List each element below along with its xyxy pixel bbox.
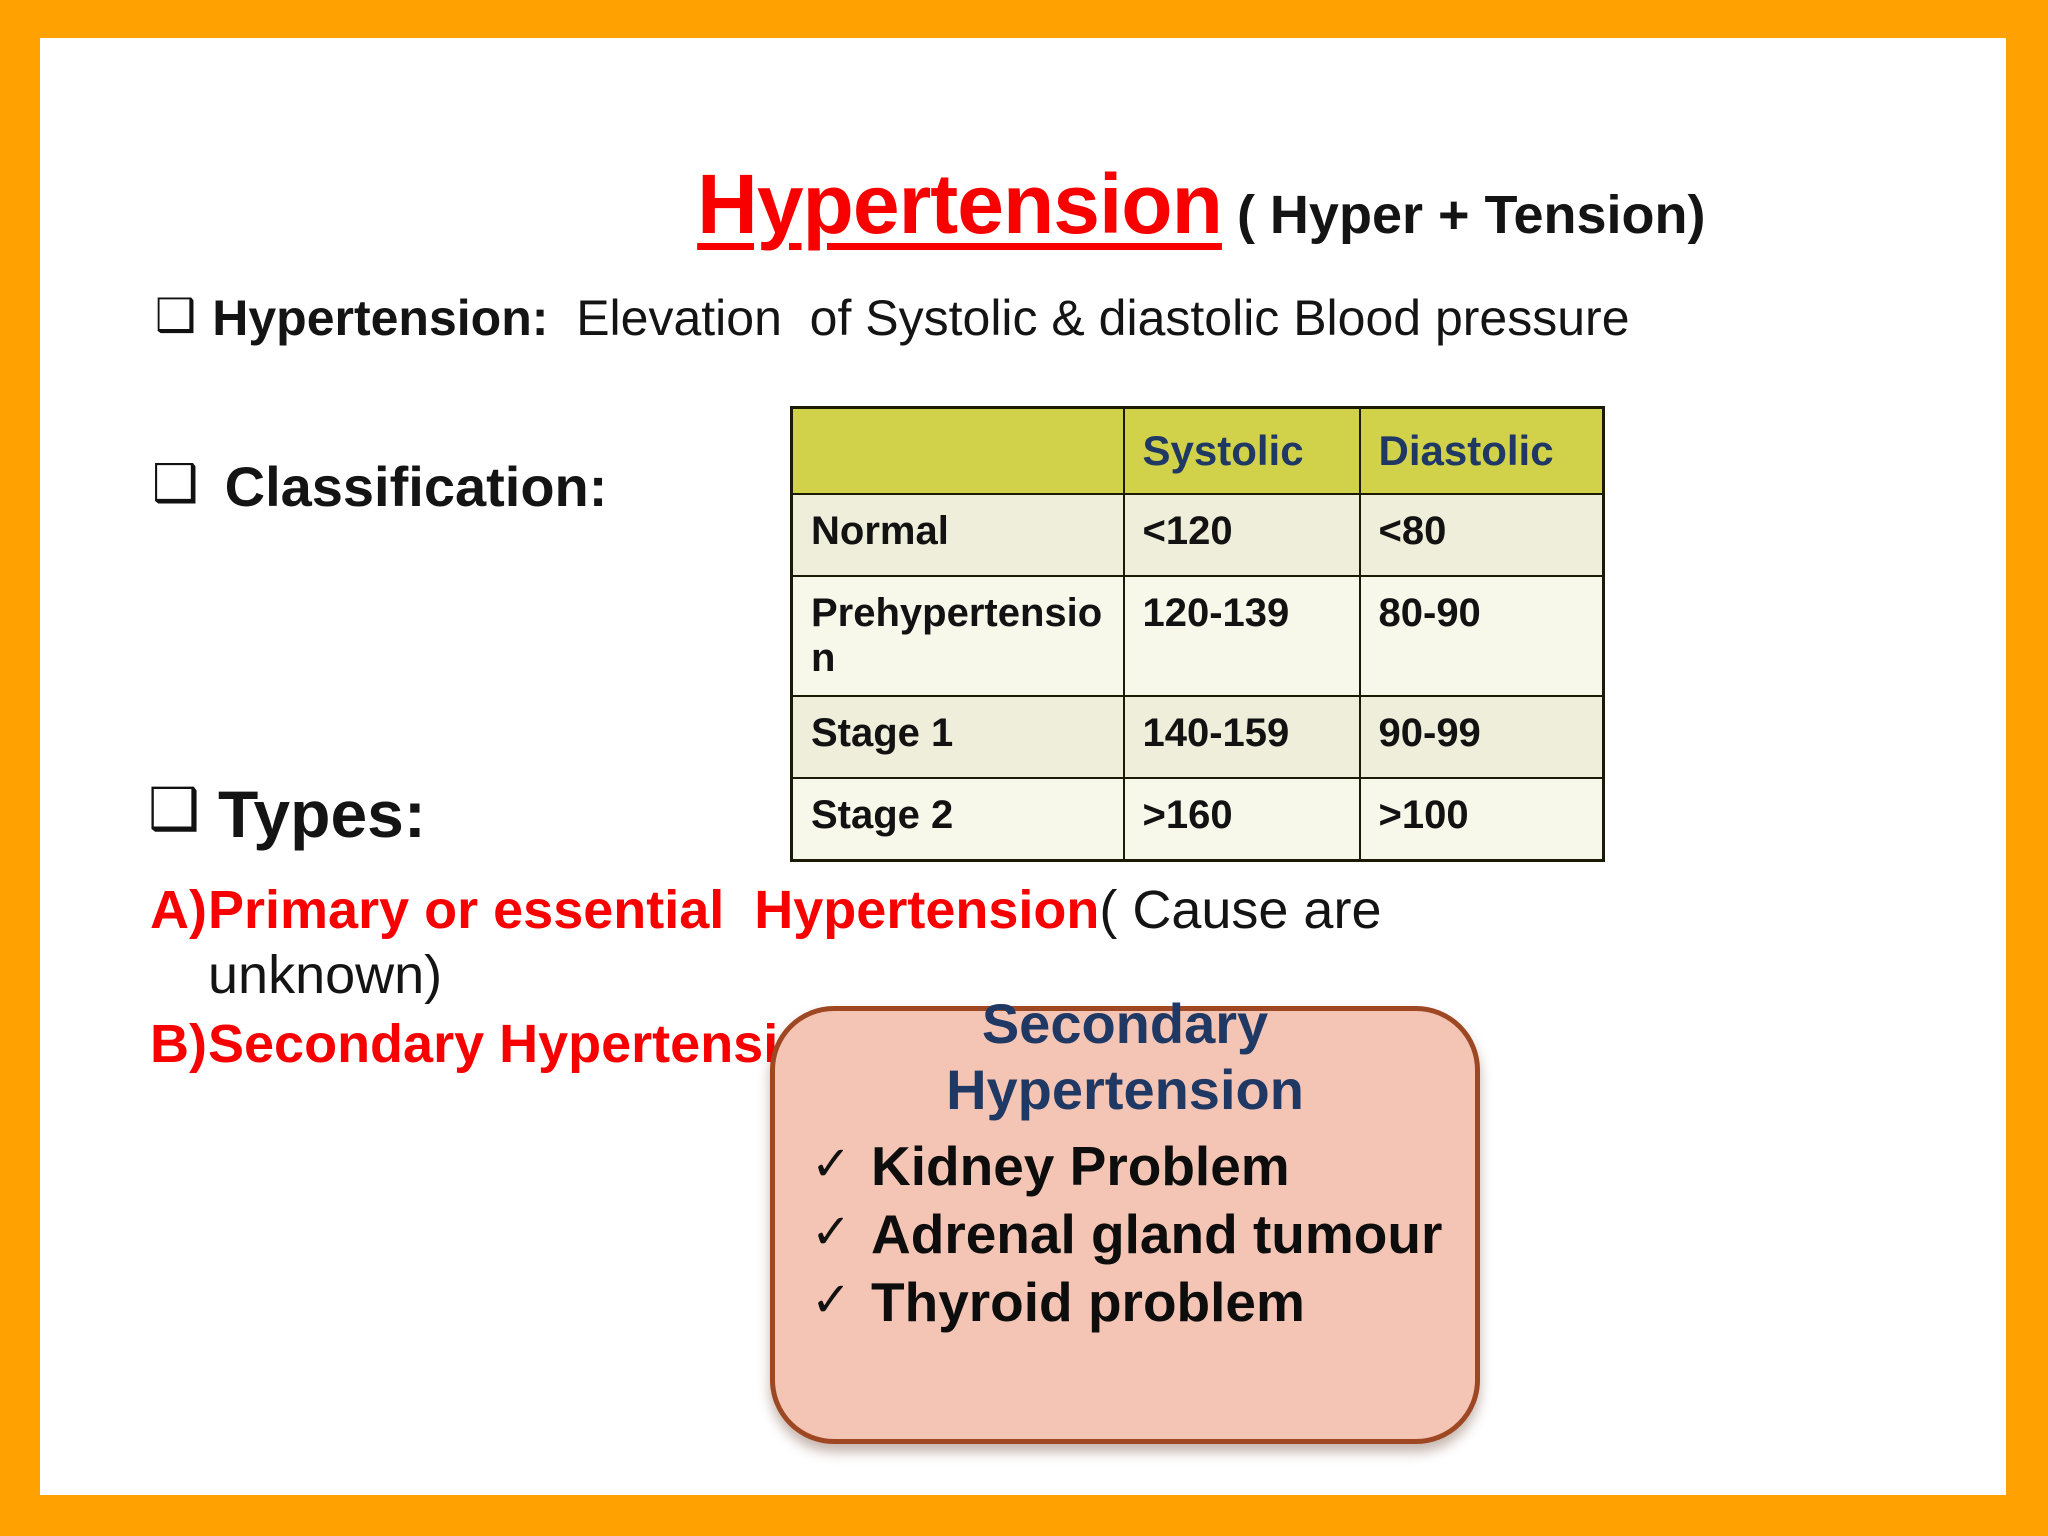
callout-list: ✓ Kidney Problem ✓ Adrenal gland tumour … bbox=[811, 1133, 1451, 1335]
table-header-systolic: Systolic bbox=[1122, 406, 1361, 495]
title-main: Hypertension bbox=[697, 157, 1223, 251]
table-row: Normal <120 <80 bbox=[790, 493, 1605, 577]
list-item: B) Secondary Hypertension bbox=[150, 1012, 1620, 1077]
item-emphasis: Primary or essential Hypertension bbox=[208, 880, 1100, 940]
row-systolic: <120 bbox=[1122, 493, 1361, 577]
definition-label: Hypertension: bbox=[212, 290, 549, 346]
list-item: ✓ Adrenal gland tumour bbox=[811, 1201, 1451, 1267]
page-title: Hypertension ( Hyper + Tension) bbox=[40, 138, 2006, 271]
table-header-diastolic: Diastolic bbox=[1358, 406, 1605, 495]
callout-item-text: Thyroid problem bbox=[871, 1271, 1305, 1334]
row-diastolic: <80 bbox=[1358, 493, 1605, 577]
bullet-classification: ❑ Classification: bbox=[152, 456, 607, 518]
row-label: Stage 2 bbox=[790, 777, 1125, 862]
definition-text: Hypertension: Elevation of Systolic & di… bbox=[212, 290, 1629, 348]
list-item: ✓ Thyroid problem bbox=[811, 1269, 1451, 1335]
list-item: ✓ Kidney Problem bbox=[811, 1133, 1451, 1199]
item-text: Primary or essential Hypertension( Cause… bbox=[208, 878, 1620, 1008]
ballot-box-icon: ❑ bbox=[155, 288, 197, 342]
classification-table: Systolic Diastolic Normal <120 <80 Prehy… bbox=[790, 406, 1605, 862]
bullet-types: ❑ Types: bbox=[148, 778, 426, 851]
table-row: Stage 2 >160 >100 bbox=[790, 777, 1605, 862]
table-header-empty bbox=[790, 406, 1125, 495]
row-diastolic: 80-90 bbox=[1358, 575, 1605, 697]
row-label: Prehypertension bbox=[790, 575, 1125, 697]
row-systolic: 120-139 bbox=[1122, 575, 1361, 697]
slide-canvas: Hypertension ( Hyper + Tension) ❑ Hypert… bbox=[40, 38, 2006, 1495]
callout-title: Secondary Hypertension bbox=[946, 992, 1304, 1122]
row-systolic: 140-159 bbox=[1122, 695, 1361, 779]
row-label: Stage 1 bbox=[790, 695, 1125, 779]
check-icon: ✓ bbox=[811, 1136, 852, 1193]
item-marker: A) bbox=[150, 880, 207, 940]
list-item: A) Primary or essential Hypertension( Ca… bbox=[150, 878, 1620, 1008]
row-systolic: >160 bbox=[1122, 777, 1361, 862]
item-note: ( Cause are unknown) bbox=[208, 880, 1397, 1005]
item-emphasis: Secondary Hypertension bbox=[208, 1013, 845, 1074]
table-row: Prehypertension 120-139 80-90 bbox=[790, 575, 1605, 697]
row-label: Normal bbox=[790, 493, 1125, 577]
ballot-box-icon: ❑ bbox=[148, 775, 200, 843]
row-diastolic: >100 bbox=[1358, 777, 1605, 862]
check-icon: ✓ bbox=[811, 1272, 852, 1329]
table-header-row: Systolic Diastolic bbox=[790, 406, 1605, 495]
definition-body: Elevation of Systolic & diastolic Blood … bbox=[548, 290, 1630, 346]
callout-item-text: Kidney Problem bbox=[871, 1135, 1290, 1198]
item-marker: B) bbox=[150, 1013, 207, 1074]
classification-label: Classification: bbox=[224, 455, 608, 518]
row-diastolic: 90-99 bbox=[1358, 695, 1605, 779]
title-suffix: ( Hyper + Tension) bbox=[1221, 185, 1706, 245]
table-row: Stage 1 140-159 90-99 bbox=[790, 695, 1605, 779]
types-label: Types: bbox=[218, 777, 426, 851]
check-icon: ✓ bbox=[811, 1204, 852, 1261]
secondary-hypertension-callout: Secondary Hypertension ✓ Kidney Problem … bbox=[770, 992, 1480, 1444]
types-list: A) Primary or essential Hypertension( Ca… bbox=[150, 878, 1620, 1080]
ballot-box-icon: ❑ bbox=[152, 454, 199, 514]
item-text: Secondary Hypertension bbox=[208, 1012, 1620, 1077]
bullet-definition: ❑ Hypertension: Elevation of Systolic & … bbox=[155, 290, 1630, 348]
classification-table-wrapper: Systolic Diastolic Normal <120 <80 Prehy… bbox=[790, 406, 1605, 862]
callout-item-text: Adrenal gland tumour bbox=[871, 1203, 1443, 1266]
